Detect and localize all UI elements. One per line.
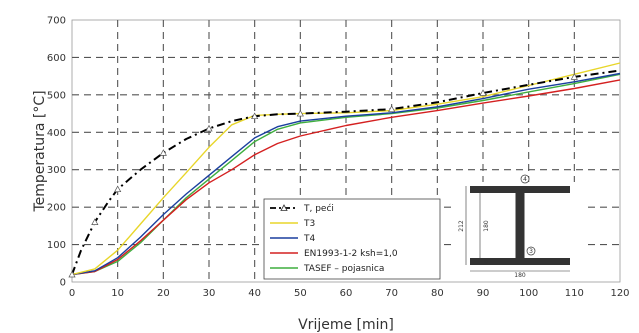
x-tick-label: 30 xyxy=(203,288,216,299)
y-tick-label: 100 xyxy=(47,240,66,251)
x-tick-label: 50 xyxy=(294,288,307,299)
x-tick-label: 100 xyxy=(519,288,538,299)
y-tick-label: 200 xyxy=(47,203,66,214)
i-beam-bottom-flange xyxy=(470,258,570,265)
y-tick-label: 400 xyxy=(47,128,66,139)
x-tick-label: 10 xyxy=(111,288,124,299)
series-marker xyxy=(570,73,578,80)
series-marker xyxy=(479,89,487,96)
series-line-2 xyxy=(71,72,621,276)
legend-marker xyxy=(280,204,288,211)
y-tick-label: 700 xyxy=(47,16,66,27)
point-3-label: 3 xyxy=(529,248,533,255)
series-marker xyxy=(388,105,396,112)
legend-label: EN1993-1-2 ksh=1,0 xyxy=(304,249,398,259)
series-marker xyxy=(68,270,76,278)
x-tick-label: 110 xyxy=(565,288,584,299)
y-tick-label: 500 xyxy=(47,90,66,101)
legend-label: TASEF – pojasnica xyxy=(303,264,384,274)
x-tick-label: 20 xyxy=(157,288,170,299)
dim-label-180-h: 180 xyxy=(514,272,526,279)
x-tick-label: 80 xyxy=(431,288,444,299)
y-axis-label: Temperatura [°C] xyxy=(32,90,48,212)
dim-label-8-bottom: 8 xyxy=(483,260,490,264)
dim-label-8-top: 8 xyxy=(483,188,490,192)
series-marker xyxy=(296,109,304,117)
point-4-marker xyxy=(520,174,530,184)
x-axis-label: Vrijeme [min] xyxy=(298,317,394,333)
point-4-label: 4 xyxy=(523,176,527,183)
legend-label: T3 xyxy=(303,219,315,229)
dim-label-180-v: 180 xyxy=(483,220,490,232)
i-beam-top-flange xyxy=(470,186,570,193)
legend-box xyxy=(263,198,441,280)
series-line-1 xyxy=(71,62,621,276)
series-marker xyxy=(91,218,99,225)
x-tick-label: 40 xyxy=(248,288,261,299)
series-lines xyxy=(68,62,621,278)
legend-label: T, peći xyxy=(303,203,334,214)
y-tick-label: 0 xyxy=(60,278,66,289)
series-line-0 xyxy=(71,69,621,275)
series-marker xyxy=(159,149,167,156)
x-tick-label: 90 xyxy=(477,288,490,299)
series-line-4 xyxy=(71,73,621,276)
i-beam-figure: 4 3 212 180 8 8 180 xyxy=(456,174,584,280)
x-ticks: 0 10 20 30 40 50 60 70 80 90 100 110 120 xyxy=(69,288,630,299)
legend: T, peći T3 T4 EN1993-1-2 ksh=1,0 TASEF – poj… xyxy=(263,198,441,280)
legend-label: T4 xyxy=(303,234,315,244)
y-ticks: 0 100 200 300 400 500 600 700 xyxy=(47,16,66,289)
dim-label-212: 212 xyxy=(458,220,465,232)
series-marker xyxy=(251,112,259,120)
point-3-marker xyxy=(526,246,536,256)
x-tick-label: 120 xyxy=(610,288,629,299)
series-marker xyxy=(114,185,122,193)
y-tick-label: 600 xyxy=(47,53,66,64)
x-tick-label: 0 xyxy=(69,288,75,299)
series-marker xyxy=(205,124,213,132)
i-beam-web xyxy=(515,193,525,258)
series-line-3 xyxy=(71,79,621,276)
x-tick-label: 60 xyxy=(340,288,353,299)
y-tick-label: 300 xyxy=(47,165,66,176)
x-tick-label: 70 xyxy=(385,288,398,299)
